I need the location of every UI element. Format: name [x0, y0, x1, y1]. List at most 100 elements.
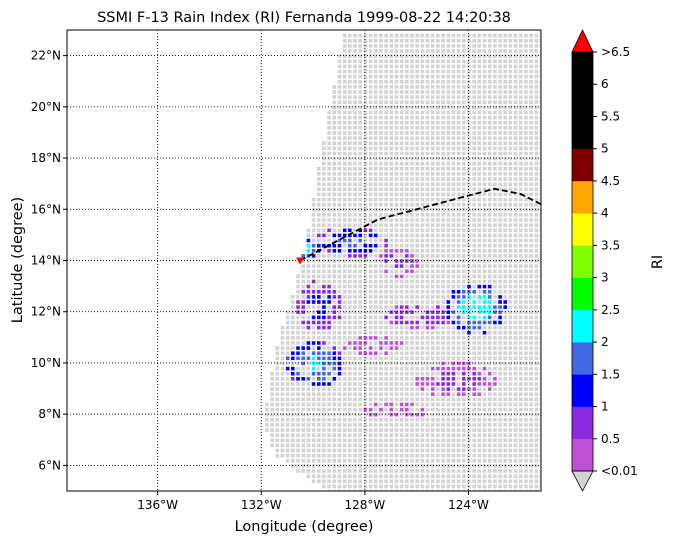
swath-pixel-1921: [446, 300, 451, 304]
swath-pixel-205: [446, 469, 451, 473]
swath-pixel-318: [519, 459, 523, 463]
swath-pixel-2627: [456, 223, 461, 227]
swath-pixel-1408: [399, 351, 404, 355]
swath-pixel-2254: [436, 264, 440, 268]
swath-pixel-3977: [399, 59, 404, 64]
swath-pixel-3728: [358, 90, 362, 94]
swath-pixel-1871: [441, 305, 445, 309]
swath-pixel-2199: [394, 269, 399, 274]
swath-pixel-1989: [296, 290, 300, 294]
swath-pixel-57: [399, 484, 404, 489]
swath-pixel-1454: [368, 346, 373, 350]
swath-pixel-2600: [317, 223, 321, 227]
swath-pixel-1150: [415, 377, 419, 381]
swath-pixel-2783: [332, 202, 337, 207]
swath-pixel-1794: [296, 310, 300, 314]
swath-pixel-445: [363, 443, 368, 448]
swath-pixel-48: [353, 484, 357, 489]
swath-pixel-2769: [493, 208, 497, 212]
swath-pixel-620: [441, 428, 445, 432]
swath-pixel-434: [306, 443, 311, 448]
swath-pixel-1223: [519, 371, 523, 376]
swath-pixel-2969: [379, 182, 383, 186]
swath-pixel-1080: [327, 382, 331, 386]
swath-pixel-1462: [410, 346, 414, 350]
swath-pixel-565: [436, 433, 440, 437]
swath-pixel-1664: [399, 325, 404, 330]
swath-pixel-1361: [425, 356, 430, 361]
swath-pixel-2452: [498, 243, 502, 248]
swath-pixel-2046: [342, 284, 347, 289]
swath-pixel-1411: [415, 351, 419, 355]
swath-pixel-3915: [493, 69, 497, 74]
swath-pixel-4041: [524, 54, 528, 58]
swath-pixel-2507: [306, 233, 311, 238]
swath-pixel-588: [275, 428, 280, 432]
swath-pixel-670: [420, 423, 425, 427]
swath-pixel-4039: [513, 54, 518, 58]
swath-pixel-812: [317, 407, 321, 412]
swath-pixel-2975: [410, 182, 414, 186]
swath-pixel-1407: [394, 351, 399, 355]
swath-pixel-2211: [456, 269, 461, 274]
swath-pixel-560: [410, 433, 414, 437]
swath-pixel-930: [373, 397, 378, 402]
swath-pixel-1884: [508, 305, 513, 309]
swath-pixel-2023: [472, 290, 476, 294]
swath-pixel-622: [451, 428, 456, 432]
swath-pixel-1267: [477, 366, 482, 371]
swath-pixel-1466: [430, 346, 435, 350]
swath-pixel-1048: [436, 387, 440, 391]
swath-pixel-1570: [441, 336, 445, 340]
swath-pixel-831: [415, 407, 419, 412]
swath-pixel-1896: [317, 300, 321, 304]
swath-pixel-2828: [332, 197, 337, 202]
swath-pixel-3629: [482, 105, 487, 110]
swath-pixel-282: [332, 459, 337, 463]
colorbar-tick-label-8: 4: [601, 206, 609, 220]
swath-pixel-2711: [425, 213, 430, 217]
swath-pixel-2266: [498, 264, 502, 268]
swath-pixel-1453: [363, 346, 368, 350]
swath-pixel-3465: [498, 126, 502, 130]
swath-pixel-2228: [301, 264, 305, 268]
swath-pixel-1578: [482, 336, 487, 340]
swath-pixel-2279: [322, 259, 326, 263]
swath-pixel-1837: [519, 310, 523, 314]
swath-pixel-3156: [441, 161, 445, 166]
swath-pixel-2727: [508, 213, 513, 217]
swath-pixel-3006: [342, 177, 347, 181]
swath-pixel-1594: [301, 330, 305, 335]
swath-pixel-2262: [477, 264, 482, 268]
swath-pixel-1765: [405, 315, 409, 320]
swath-pixel-1369: [467, 356, 471, 361]
swath-pixel-1883: [503, 305, 507, 309]
swath-pixel-1333: [280, 356, 285, 361]
swath-pixel-464: [462, 443, 466, 448]
swath-pixel-3885: [337, 69, 342, 74]
swath-pixel-976: [337, 392, 342, 396]
swath-pixel-3522: [358, 115, 362, 120]
swath-pixel-1008: [503, 392, 507, 396]
swath-pixel-1545: [311, 336, 316, 340]
swath-pixel-3541: [456, 115, 461, 120]
swath-pixel-167: [498, 474, 502, 478]
swath-pixel-2347: [430, 254, 435, 258]
swath-pixel-705: [322, 418, 326, 422]
swath-pixel-3061: [399, 172, 404, 176]
swath-pixel-3311: [353, 141, 357, 145]
swath-pixel-2622: [430, 223, 435, 227]
swath-pixel-2612: [379, 223, 383, 227]
swath-pixel-470: [493, 443, 497, 448]
swath-pixel-3337: [487, 141, 492, 145]
swath-pixel-2392: [425, 249, 430, 253]
swath-pixel-2551: [534, 233, 539, 238]
swath-pixel-4004: [539, 59, 541, 64]
swath-pixel-3213: [513, 156, 518, 161]
swath-pixel-2810: [472, 202, 476, 207]
swath-pixel-818: [348, 407, 352, 412]
swath-pixel-1593: [296, 330, 300, 335]
swath-pixel-2306: [462, 259, 466, 263]
swath-pixel-3133: [322, 161, 326, 166]
swath-pixel-968: [296, 392, 300, 396]
